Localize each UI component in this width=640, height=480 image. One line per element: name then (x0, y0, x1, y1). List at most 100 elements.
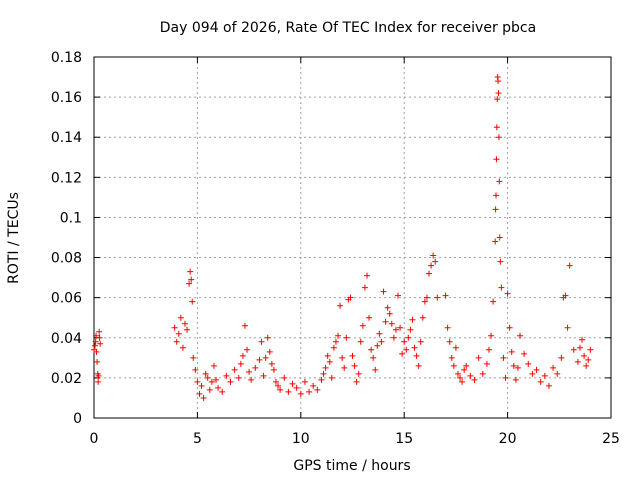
data-point (405, 334, 412, 341)
data-point (475, 354, 482, 361)
data-point (394, 292, 401, 299)
data-point (459, 378, 466, 385)
data-point (93, 348, 100, 355)
data-point (219, 388, 226, 395)
data-point (583, 362, 590, 369)
data-point (444, 324, 451, 331)
data-point (198, 382, 205, 389)
x-tick-label: 25 (602, 431, 620, 447)
data-point (293, 384, 300, 391)
data-point (446, 338, 453, 345)
data-point (587, 346, 594, 353)
data-point (194, 378, 201, 385)
data-point (423, 294, 430, 301)
data-point (366, 314, 373, 321)
data-point (574, 358, 581, 365)
data-point (452, 344, 459, 351)
data-point (392, 326, 399, 333)
data-point (223, 372, 230, 379)
data-point (382, 318, 389, 325)
data-point (430, 252, 437, 259)
data-point (359, 322, 366, 329)
data-point (485, 346, 492, 353)
data-point (558, 354, 565, 361)
data-point (324, 352, 331, 359)
data-point (235, 374, 242, 381)
data-point (490, 298, 497, 305)
data-point (399, 350, 406, 357)
data-point (384, 304, 391, 311)
data-point (297, 390, 304, 397)
data-point (401, 338, 408, 345)
data-point (237, 360, 244, 367)
data-point (266, 348, 273, 355)
data-point (326, 358, 333, 365)
data-point (562, 292, 569, 299)
data-point (403, 346, 410, 353)
data-point (96, 334, 103, 341)
data-point (492, 206, 499, 213)
data-point (498, 284, 505, 291)
data-point (496, 234, 503, 241)
data-point (493, 192, 500, 199)
x-tick-label: 5 (193, 431, 202, 447)
data-point (419, 314, 426, 321)
data-point (508, 348, 515, 355)
data-point (244, 346, 251, 353)
data-point (272, 378, 279, 385)
data-point (92, 342, 99, 349)
data-point (434, 294, 441, 301)
data-point (378, 338, 385, 345)
data-point (479, 370, 486, 377)
data-point (502, 374, 509, 381)
data-point (564, 324, 571, 331)
data-point (213, 376, 220, 383)
data-point (181, 320, 188, 327)
data-point (262, 354, 269, 361)
y-tick-label: 0 (73, 411, 82, 427)
data-point (428, 262, 435, 269)
data-point (177, 314, 184, 321)
data-point (268, 360, 275, 367)
x-tick-label: 20 (499, 431, 517, 447)
data-point (521, 350, 528, 357)
data-point (579, 336, 586, 343)
data-point (492, 238, 499, 245)
data-point (341, 364, 348, 371)
data-point (421, 298, 428, 305)
data-point (372, 366, 379, 373)
x-tick-label: 15 (395, 431, 413, 447)
data-point (204, 374, 211, 381)
data-point (368, 346, 375, 353)
data-point (545, 382, 552, 389)
data-point (332, 338, 339, 345)
data-point (285, 388, 292, 395)
data-point (328, 374, 335, 381)
grid-layer (94, 57, 611, 418)
data-point (318, 376, 325, 383)
data-point (426, 270, 433, 277)
data-point (529, 370, 536, 377)
data-point (493, 156, 500, 163)
y-tick-label: 0.04 (51, 331, 82, 347)
data-point (581, 352, 588, 359)
data-point (417, 338, 424, 345)
data-point (248, 376, 255, 383)
data-point (208, 378, 215, 385)
data-point (330, 344, 337, 351)
y-tick-label: 0.02 (51, 371, 82, 387)
data-point (188, 276, 195, 283)
y-tick-label: 0.06 (51, 291, 82, 307)
data-point (537, 378, 544, 385)
data-point (495, 90, 502, 97)
data-point (483, 360, 490, 367)
data-point (94, 358, 101, 365)
data-point (461, 366, 468, 373)
data-point (442, 292, 449, 299)
data-point (93, 332, 100, 339)
data-point (495, 78, 502, 85)
data-point (500, 354, 507, 361)
data-point (415, 362, 422, 369)
data-point (184, 326, 191, 333)
